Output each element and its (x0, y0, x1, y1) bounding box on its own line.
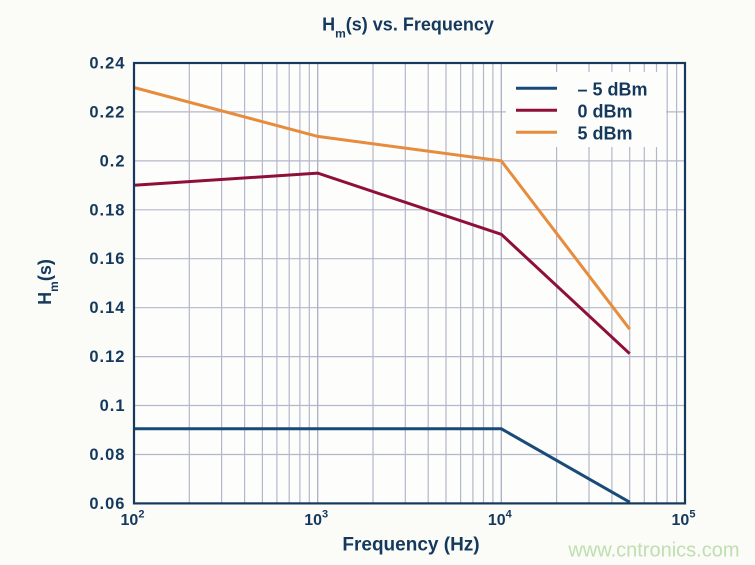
svg-text:0.24: 0.24 (89, 55, 125, 73)
svg-text:www.cntronics.com: www.cntronics.com (567, 540, 739, 562)
svg-text:0.2: 0.2 (100, 152, 126, 170)
svg-text:0.12: 0.12 (89, 348, 125, 366)
svg-text:Frequency (Hz): Frequency (Hz) (342, 535, 479, 556)
svg-text:0.18: 0.18 (89, 201, 125, 219)
svg-text:0 dBm: 0 dBm (578, 102, 633, 122)
svg-text:0.16: 0.16 (89, 250, 125, 268)
svg-text:5 dBm: 5 dBm (578, 124, 633, 144)
svg-text:0.14: 0.14 (89, 299, 125, 317)
svg-text:0.08: 0.08 (89, 446, 125, 464)
svg-text:0.22: 0.22 (89, 103, 125, 121)
svg-text:0.06: 0.06 (89, 495, 125, 513)
svg-text:0.1: 0.1 (100, 397, 126, 415)
svg-text:– 5 dBm: – 5 dBm (578, 80, 648, 100)
